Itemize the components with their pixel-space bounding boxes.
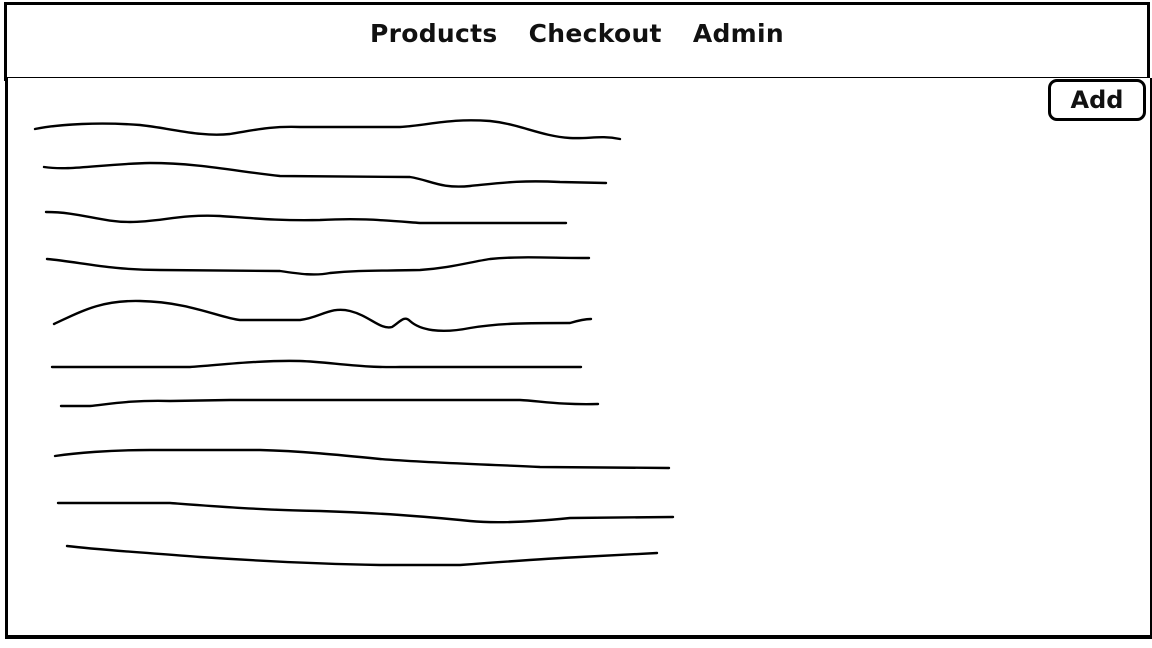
list-item[interactable] [65,544,659,567]
list-item[interactable] [50,359,583,369]
list-item[interactable] [53,448,671,470]
item-list [33,119,675,567]
list-item[interactable] [33,119,622,141]
nav-link-checkout[interactable]: Checkout [528,19,662,48]
list-item[interactable] [42,161,608,188]
nav-link-products[interactable]: Products [370,19,498,48]
list-item[interactable] [56,501,675,524]
list-items-placeholder [33,119,675,567]
add-button[interactable]: Add [1048,79,1146,121]
list-item[interactable] [59,398,600,408]
top-nav-bar: Products Checkout Admin [4,2,1150,81]
list-item[interactable] [45,256,591,276]
list-item[interactable] [52,299,593,333]
list-item[interactable] [44,210,568,225]
main-content-area [5,78,1152,639]
nav-link-admin[interactable]: Admin [692,19,784,48]
nav-menu: Products Checkout Admin [7,19,1147,48]
